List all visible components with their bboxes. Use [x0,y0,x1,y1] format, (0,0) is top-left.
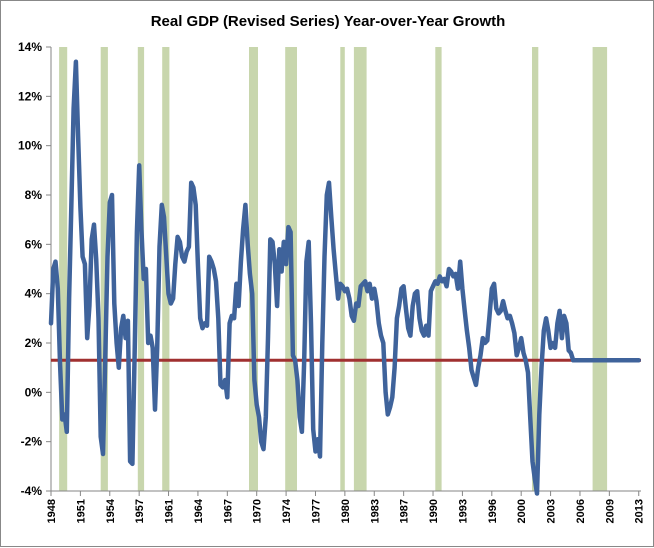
x-tick-label-12: 1987 [399,499,411,523]
x-tick-label-5: 1964 [193,498,205,523]
y-tick-label-7: 10% [18,139,42,153]
y-tick-label-9: 14% [18,40,42,54]
recession-band-9 [532,47,539,491]
recession-band-10 [592,47,608,491]
x-tick-label-13: 1990 [428,499,440,523]
series-layer [48,59,641,496]
y-tick-label-3: 2% [25,336,43,350]
x-tick-label-8: 1974 [281,498,293,523]
chart-title: Real GDP (Revised Series) Year-over-Year… [151,13,506,30]
x-tick-label-20: 2013 [634,499,646,523]
x-tick-label-7: 1970 [252,499,264,523]
x-tick-label-3: 1957 [134,499,146,523]
x-tick-label-16: 2000 [516,499,528,523]
y-tick-label-8: 12% [18,89,42,103]
recession-band-8 [435,47,442,491]
y-tick-label-2: 0% [25,385,43,399]
y-tick-label-6: 8% [25,188,43,202]
y-tick-label-0: -4% [21,484,43,498]
x-tick-label-19: 2009 [604,499,616,523]
y-tick-label-4: 4% [25,287,43,301]
y-tick-label-5: 6% [25,237,43,251]
recession-band-1 [100,47,108,491]
x-tick-label-17: 2003 [546,499,558,523]
x-tick-label-6: 1967 [222,499,234,523]
y-tick-labels: -4% -2% 0% 2% 4% 6% 8% 10% 12% 14% [18,40,42,498]
series-line-0 [48,59,641,496]
recession-band-0 [59,47,68,491]
x-tick-label-0: 1948 [46,499,58,523]
y-tick-label-1: -2% [21,435,43,449]
x-tick-label-2: 1954 [105,498,117,523]
x-tick-label-14: 1993 [457,499,469,523]
recession-band-7 [353,47,367,491]
axes [46,46,641,496]
x-tick-label-4: 1961 [164,499,176,523]
recession-band-4 [249,47,258,491]
x-tick-label-11: 1983 [369,499,381,523]
x-tick-label-1: 1951 [75,499,87,523]
x-tick-label-18: 2006 [575,499,587,523]
recession-band-2 [137,47,145,491]
x-tick-label-15: 1996 [487,499,499,523]
x-tick-label-10: 1980 [340,499,352,523]
x-tick-labels: 1948 1951 1954 1957 1961 1964 1967 1970 1974 1977… [46,498,646,523]
x-tick-label-9: 1977 [310,499,322,523]
recession-band-6 [340,47,345,491]
